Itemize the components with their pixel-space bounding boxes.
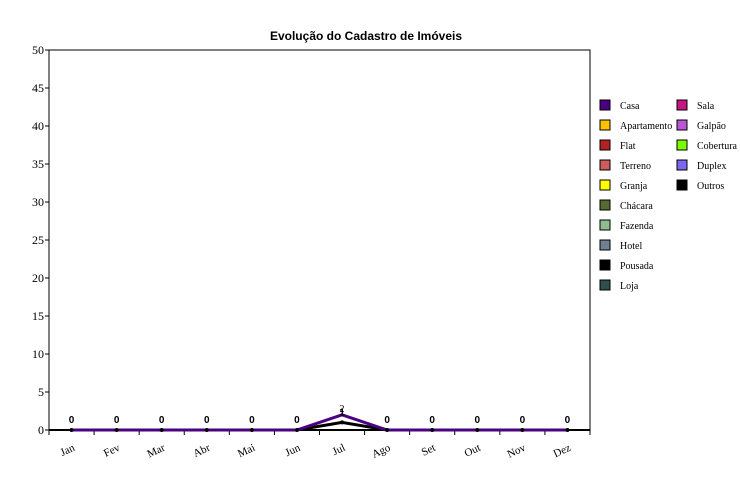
data-point xyxy=(385,428,390,432)
legend-swatch-cobertura xyxy=(676,139,688,151)
x-tick-label: Dez xyxy=(552,442,573,460)
data-point xyxy=(69,428,74,432)
data-point xyxy=(294,428,299,432)
y-tick-label: 35 xyxy=(32,157,44,171)
y-tick-label: 15 xyxy=(32,309,44,323)
legend-label-hotel: Hotel xyxy=(620,241,642,252)
x-tick-label: Ago xyxy=(370,442,393,461)
data-point xyxy=(114,428,119,432)
chart-title: Evolução do Cadastro de Imóveis xyxy=(270,29,462,43)
y-tick-label: 10 xyxy=(32,347,44,361)
data-point xyxy=(204,428,209,432)
legend-label-chácara: Chácara xyxy=(620,201,653,212)
legend-label-pousada: Pousada xyxy=(620,261,654,272)
y-tick-label: 40 xyxy=(32,119,44,133)
legend-swatch-fazenda xyxy=(599,219,611,231)
data-point xyxy=(430,428,435,432)
legend-label-flat: Flat xyxy=(620,141,636,152)
legend-swatch-outros xyxy=(676,179,688,191)
legend-swatch-galpão xyxy=(676,119,688,131)
x-tick-label: Fev xyxy=(102,442,122,460)
x-tick-label: Out xyxy=(463,442,483,460)
legend-swatch-granja xyxy=(599,179,611,191)
data-label: 0 xyxy=(204,415,210,426)
y-tick-label: 20 xyxy=(32,271,44,285)
x-tick-label: Mai xyxy=(236,442,257,460)
legend-label-fazenda: Fazenda xyxy=(620,221,654,232)
y-tick-label: 45 xyxy=(32,81,44,95)
y-tick-label: 50 xyxy=(32,43,44,57)
data-label: 0 xyxy=(159,415,165,426)
series-line-casa xyxy=(71,413,568,432)
data-point xyxy=(475,428,480,432)
legend-label-granja: Granja xyxy=(620,181,648,192)
legend-label-loja: Loja xyxy=(620,281,639,292)
legend-label-casa: Casa xyxy=(620,101,640,112)
data-label: 0 xyxy=(249,415,255,426)
data-point xyxy=(249,428,254,432)
legend-swatch-apartamento xyxy=(599,119,611,131)
data-label: 0 xyxy=(429,415,435,426)
legend-label-sala: Sala xyxy=(697,101,715,112)
y-tick-label: 5 xyxy=(38,385,44,399)
legend-swatch-casa xyxy=(599,99,611,111)
x-tick-label: Abr xyxy=(191,442,212,460)
plot-frame xyxy=(48,49,591,431)
x-tick-label: Jun xyxy=(283,442,302,460)
legend-swatch-hotel xyxy=(599,239,611,251)
data-label: 2 xyxy=(340,404,345,415)
data-label: 0 xyxy=(114,415,120,426)
legend-swatch-pousada xyxy=(599,259,611,271)
data-label: 0 xyxy=(294,415,300,426)
legend-swatch-duplex xyxy=(676,159,688,171)
data-label: 0 xyxy=(69,415,75,426)
legend-swatch-loja xyxy=(599,279,611,291)
y-tick-label: 25 xyxy=(32,233,44,247)
legend-label-duplex: Duplex xyxy=(697,161,726,172)
x-tick-label: Mar xyxy=(145,442,167,461)
data-point xyxy=(565,428,570,432)
legend-swatch-chácara xyxy=(599,199,611,211)
legend-label-terreno: Terreno xyxy=(620,161,651,172)
x-tick-label: Nov xyxy=(505,442,528,461)
legend-label-galpão: Galpão xyxy=(697,121,726,132)
x-tick-label: Jul xyxy=(331,442,348,458)
legend-swatch-sala xyxy=(676,99,688,111)
y-tick-label: 0 xyxy=(38,423,44,437)
data-label: 0 xyxy=(475,415,481,426)
y-tick-label: 30 xyxy=(32,195,44,209)
legend-swatch-flat xyxy=(599,139,611,151)
x-tick-label: Jan xyxy=(58,442,77,459)
data-point xyxy=(520,428,525,432)
data-label: 0 xyxy=(565,415,571,426)
legend-label-cobertura: Cobertura xyxy=(697,141,738,152)
data-label: 0 xyxy=(384,415,390,426)
data-label: 0 xyxy=(520,415,526,426)
data-point xyxy=(159,428,164,432)
legend-label-apartamento: Apartamento xyxy=(620,121,672,132)
legend-label-outros: Outros xyxy=(697,181,724,192)
legend-swatch-terreno xyxy=(599,159,611,171)
x-tick-label: Set xyxy=(420,442,438,459)
data-label: 1 xyxy=(339,407,345,418)
data-point xyxy=(340,420,345,425)
legend: Casa Apartamento Flat Terreno Granja Chácara F… xyxy=(599,99,738,292)
